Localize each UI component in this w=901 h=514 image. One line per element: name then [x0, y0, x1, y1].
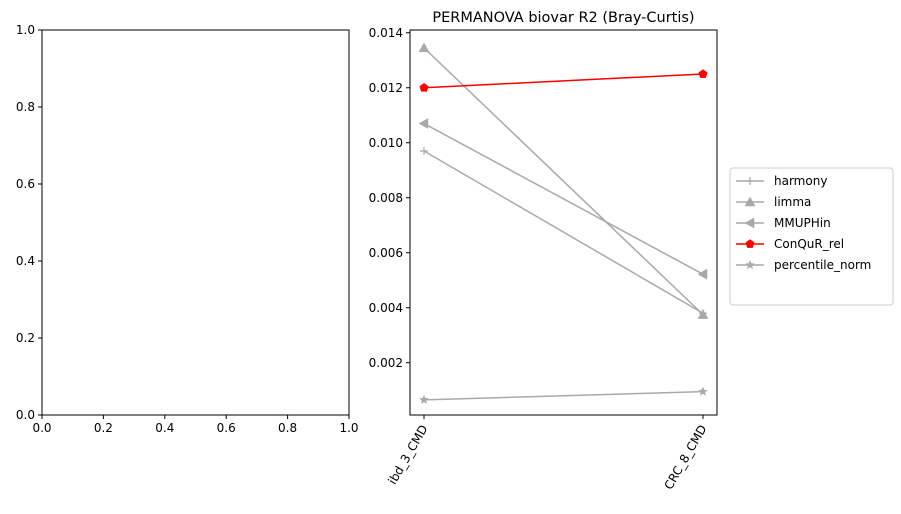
legend-label: percentile_norm [774, 258, 871, 272]
series-line [423, 390, 704, 401]
right-y-tick-label: 0.004 [369, 301, 403, 315]
legend-marker [745, 239, 755, 248]
series-line [423, 73, 704, 89]
legend-entry: ConQuR_rel [736, 237, 844, 251]
right-y-tick-label: 0.006 [369, 246, 403, 260]
legend-label: harmony [774, 174, 827, 188]
data-point [418, 118, 429, 129]
right-y-tick-label: 0.002 [369, 356, 403, 370]
series-MMUPHin [418, 118, 708, 280]
left-x-tick-label: 1.0 [339, 421, 358, 435]
legend-box [729, 167, 894, 306]
legend-marker [744, 196, 756, 207]
data-point [420, 147, 428, 155]
legend-marker [745, 259, 755, 270]
data-point [419, 82, 429, 92]
left-y-tick-label: 0.6 [16, 177, 35, 191]
left-x-tick-label: 0.6 [217, 421, 236, 435]
data-point [697, 268, 708, 280]
left-x-ticks: 0.0 0.2 0.4 0.6 0.8 1.0 [32, 415, 359, 435]
legend-entry: harmony [736, 174, 827, 188]
series-percentile_norm [419, 386, 708, 405]
left-x-tick-label: 0.2 [94, 421, 113, 435]
left-plot-frame [41, 29, 350, 416]
chart-title: PERMANOVA biovar R2 (Bray-Curtis) [432, 10, 694, 26]
legend-label: limma [774, 195, 811, 209]
left-y-tick-label: 0.0 [16, 408, 35, 422]
right-y-tick-label: 0.014 [369, 26, 403, 40]
left-x-tick-label: 0.0 [32, 421, 51, 435]
right-y-tick-label: 0.010 [369, 136, 403, 150]
series-harmony [420, 147, 707, 318]
series-line [423, 150, 704, 314]
left-y-tick-label: 0.8 [16, 100, 35, 114]
left-y-tick-label: 0.4 [16, 254, 35, 268]
series-limma [418, 42, 709, 319]
data-point [418, 42, 430, 53]
right-x-tick-label: ibd_3_CMD [385, 423, 430, 487]
legend-label: MMUPHin [774, 216, 831, 230]
left-x-tick-label: 0.8 [278, 421, 297, 435]
right-y-tick-label: 0.012 [369, 81, 403, 95]
data-point [698, 386, 708, 396]
legend-marker [744, 217, 755, 229]
right-y-ticks: 0.002 0.004 0.006 0.008 0.010 0.012 0.014 [369, 26, 410, 370]
series-line [423, 122, 704, 275]
legend-marker [746, 177, 754, 185]
legend-entry: percentile_norm [736, 258, 871, 272]
data-point [698, 69, 708, 78]
data-point [419, 394, 429, 405]
left-y-tick-label: 0.2 [16, 331, 35, 345]
right-x-tick-label: CRC_8_CMD [661, 423, 709, 492]
legend-label: ConQuR_rel [774, 237, 844, 251]
permanova-axes: PERMANOVA biovar R2 (Bray-Curtis) 0.0020… [369, 10, 718, 492]
series-ConQuR_rel [419, 69, 708, 92]
left-y-tick-label: 1.0 [16, 23, 35, 37]
legend-items: harmony limma MMUPHin ConQuR_rel percentile_… [736, 174, 871, 272]
data-point [697, 309, 709, 319]
empty-axes: 0.0 0.2 0.4 0.6 0.8 1.0 0.0 0.2 0.4 0.6 0.8 1.0 [16, 23, 359, 435]
left-y-ticks: 0.0 0.2 0.4 0.6 0.8 1.0 [16, 23, 42, 422]
legend-entry: limma [736, 195, 811, 209]
right-y-tick-label: 0.008 [369, 191, 403, 205]
legend: harmony limma MMUPHin ConQuR_rel percentile_… [729, 167, 894, 306]
left-x-tick-label: 0.4 [155, 421, 174, 435]
right-plot-frame [409, 29, 718, 416]
series-layer [418, 42, 709, 405]
series-line [423, 47, 704, 316]
legend-entry: MMUPHin [736, 216, 831, 230]
right-x-ticks: ibd_3_CMD CRC_8_CMD [385, 415, 710, 492]
